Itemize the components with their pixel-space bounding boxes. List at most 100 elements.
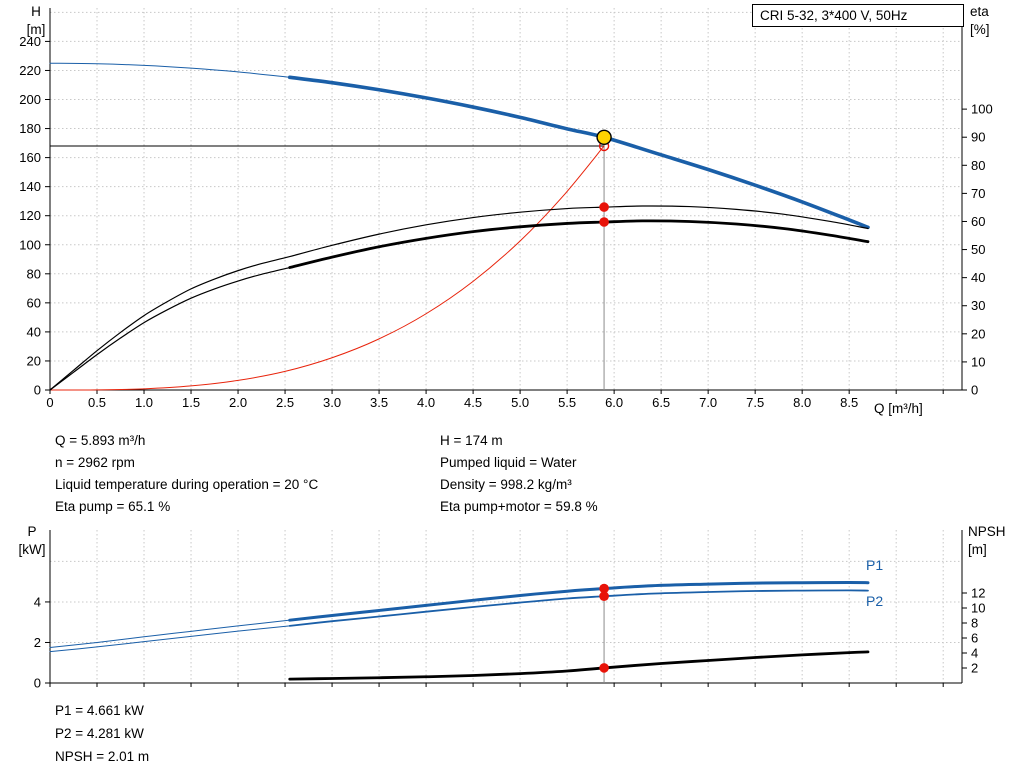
eta-pump-duty-dot <box>599 202 609 212</box>
right-tick-label: 8 <box>971 616 978 631</box>
h-axis-title: H [m] <box>16 3 56 39</box>
x-tick-label: 3.5 <box>370 395 388 410</box>
curve-p1-curve <box>288 580 870 622</box>
info-line-h: H = 174 m <box>440 433 503 448</box>
x-tick-label: 7.5 <box>746 395 764 410</box>
npsh-axis-title: NPSH [m] <box>968 523 1024 559</box>
npsh-axis-symbol: NPSH <box>968 524 1006 539</box>
left-tick-label: 160 <box>19 150 41 165</box>
q-axis-label: Q [m³/h] <box>874 401 923 416</box>
results-block: P1 = 4.661 kW P2 = 4.281 kW NPSH = 2.01 … <box>55 699 149 768</box>
curve-npsh-curve <box>288 650 870 681</box>
curve-label-P2: P2 <box>866 593 883 609</box>
right-tick-label: 10 <box>971 354 985 369</box>
duty-point <box>596 129 612 146</box>
right-tick-label: 10 <box>971 601 985 616</box>
curve-p1-curve-min <box>49 619 291 649</box>
info-line-temperature: Liquid temperature during operation = 20… <box>55 477 319 492</box>
right-tick-label: 20 <box>971 326 985 341</box>
right-tick-label: 50 <box>971 242 985 257</box>
curve-qh-curve-min <box>49 62 291 78</box>
pump-title: CRI 5-32, 3*400 V, 50Hz <box>760 8 908 23</box>
p-axis-title: P [kW] <box>10 523 54 559</box>
info-line-speed: n = 2962 rpm <box>55 455 135 470</box>
left-tick-label: 140 <box>19 179 41 194</box>
duty-info-left: Q = 5.893 m³/h n = 2962 rpm Liquid tempe… <box>55 430 318 518</box>
x-tick-label: 8.0 <box>793 395 811 410</box>
right-tick-label: 70 <box>971 186 985 201</box>
left-tick-label: 2 <box>34 635 41 650</box>
x-tick-label: 5.0 <box>511 395 529 410</box>
pump-title-box: CRI 5-32, 3*400 V, 50Hz <box>752 4 964 27</box>
left-tick-label: 200 <box>19 92 41 107</box>
info-line-q: Q = 5.893 m³/h <box>55 433 146 448</box>
right-tick-label: 6 <box>971 631 978 646</box>
x-tick-label: 1.0 <box>135 395 153 410</box>
p-axis-unit: [kW] <box>18 542 46 557</box>
right-tick-label: 2 <box>971 661 978 676</box>
left-tick-label: 20 <box>27 353 41 368</box>
right-tick-label: 30 <box>971 298 985 313</box>
x-tick-label: 1.5 <box>182 395 200 410</box>
x-tick-label: 4.0 <box>417 395 435 410</box>
left-tick-label: 220 <box>19 63 41 78</box>
right-tick-label: 60 <box>971 214 985 229</box>
curve-eta-pump-curve <box>49 205 869 391</box>
left-tick-label: 120 <box>19 208 41 223</box>
left-tick-label: 100 <box>19 237 41 252</box>
info-line-liquid: Pumped liquid = Water <box>440 455 577 470</box>
right-tick-label: 40 <box>971 270 985 285</box>
x-tick-label: 3.0 <box>323 395 341 410</box>
npsh-duty-dot <box>599 663 609 673</box>
left-tick-label: 80 <box>27 266 41 281</box>
x-tick-label: 6.0 <box>605 395 623 410</box>
p-axis-symbol: P <box>27 524 37 539</box>
left-tick-label: 40 <box>27 324 41 339</box>
curve-qh-curve <box>287 75 870 230</box>
left-tick-label: 0 <box>34 383 41 398</box>
npsh-axis-unit: [m] <box>968 542 987 557</box>
result-line-p1: P1 = 4.661 kW <box>55 703 144 718</box>
left-tick-label: 0 <box>34 676 41 691</box>
info-line-eta-pump: Eta pump = 65.1 % <box>55 499 171 514</box>
result-line-p2: P2 = 4.281 kW <box>55 726 144 741</box>
left-tick-label: 180 <box>19 121 41 136</box>
x-tick-label: 0.5 <box>88 395 106 410</box>
eta-axis-symbol: eta <box>970 4 989 19</box>
x-tick-label: 8.5 <box>840 395 858 410</box>
curve-eta-pump-motor-curve-min <box>49 266 291 391</box>
curve-p2-curve-min <box>49 625 291 653</box>
left-tick-label: 240 <box>19 34 41 49</box>
curve-label-P1: P1 <box>866 557 883 573</box>
curve-eta-pump-motor-curve <box>288 219 870 269</box>
right-tick-label: 0 <box>971 383 978 398</box>
right-tick-label: 4 <box>971 646 978 661</box>
eta-pump-motor-duty-dot <box>599 217 609 227</box>
h-axis-symbol: H <box>31 4 41 19</box>
x-tick-label: 0 <box>46 395 53 410</box>
left-tick-label: 4 <box>34 594 41 609</box>
x-tick-label: 5.5 <box>558 395 576 410</box>
curve-p2-curve <box>288 589 869 627</box>
curve-speed-curve <box>49 145 605 391</box>
q-axis-title: Q [m³/h] <box>874 400 923 418</box>
x-tick-label: 7.0 <box>699 395 717 410</box>
h-axis-unit: [m] <box>26 22 46 37</box>
right-tick-label: 100 <box>971 102 993 117</box>
x-tick-label: 6.5 <box>652 395 670 410</box>
left-tick-label: 60 <box>27 295 41 310</box>
right-tick-label: 90 <box>971 130 985 145</box>
duty-info-right: H = 174 m Pumped liquid = Water Density … <box>440 430 598 518</box>
x-tick-label: 2.5 <box>276 395 294 410</box>
eta-axis-unit: [%] <box>970 22 990 37</box>
info-line-density: Density = 998.2 kg/m³ <box>440 477 572 492</box>
right-tick-label: 12 <box>971 586 985 601</box>
x-tick-label: 2.0 <box>229 395 247 410</box>
result-line-npsh: NPSH = 2.01 m <box>55 749 150 764</box>
p1-duty-dot <box>599 583 609 594</box>
x-tick-label: 4.5 <box>464 395 482 410</box>
qh-eta-chart: 0 0.5 1.0 1.5 2.0 2.5 3.0 3.5 4.0 4.5 5.0 5.5 6.0 6.5… <box>19 8 993 410</box>
info-line-eta-pump-motor: Eta pump+motor = 59.8 % <box>440 499 598 514</box>
